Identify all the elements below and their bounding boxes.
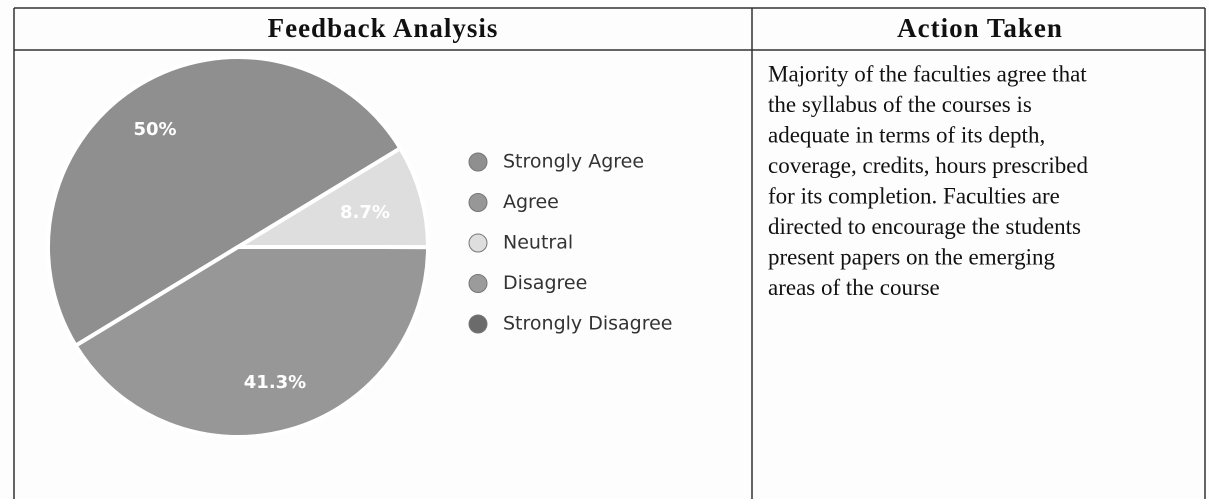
legend-swatch bbox=[468, 314, 488, 334]
legend-label: Disagree bbox=[503, 272, 587, 294]
legend-swatch bbox=[468, 152, 488, 172]
action-line: directed to encourage the students bbox=[768, 214, 1081, 239]
action-line: Majority of the faculties agree that bbox=[768, 61, 1087, 86]
legend-label: Neutral bbox=[503, 232, 573, 254]
legend-label: Strongly Disagree bbox=[503, 313, 672, 335]
header: Action Taken bbox=[897, 13, 1063, 43]
action-line: for its completion. Faculties are bbox=[768, 183, 1060, 208]
pie-slice bbox=[230, 145, 431, 250]
action-line: the syllabus of the courses is bbox=[768, 92, 1032, 117]
slice-label: 50% bbox=[133, 119, 176, 140]
slice-label: 41.3% bbox=[244, 372, 306, 393]
legend-swatch bbox=[468, 274, 488, 293]
pie-slice bbox=[46, 55, 404, 349]
slice-label: 8.7% bbox=[340, 202, 390, 223]
action-line: adequate in terms of its depth, bbox=[768, 122, 1045, 147]
header: Feedback Analysis bbox=[268, 13, 499, 43]
legend-swatch bbox=[468, 233, 488, 253]
legend-swatch bbox=[468, 193, 488, 212]
action-line: coverage, credits, hours prescribed bbox=[768, 153, 1088, 178]
pie-slice bbox=[72, 244, 431, 439]
legend-label: Strongly Agree bbox=[503, 151, 644, 173]
action-line: present papers on the emerging bbox=[768, 244, 1055, 269]
legend-label: Agree bbox=[503, 191, 559, 213]
action-line: areas of the course bbox=[768, 275, 940, 300]
